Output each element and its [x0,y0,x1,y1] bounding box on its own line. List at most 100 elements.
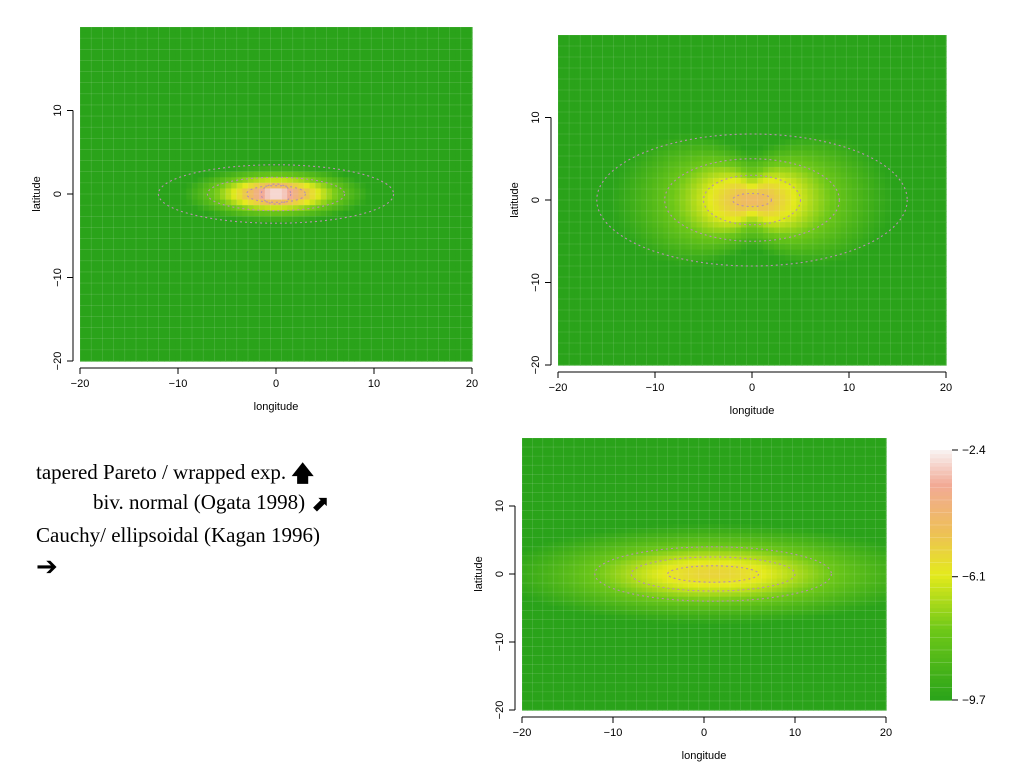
heatmap-cell [141,121,148,128]
heatmap-cell [574,161,581,168]
heatmap-cell [276,160,283,167]
heatmap-cell [348,88,355,95]
heatmap-cell [569,337,576,344]
heatmap-cell [248,238,255,245]
heatmap-cell [580,244,587,251]
heatmap-cell [276,221,283,228]
heatmap-cell [276,88,283,95]
heatmap-cell [393,199,400,206]
heatmap-cell [399,349,406,357]
heatmap-cell [326,149,333,156]
heatmap-cell [455,155,462,162]
heatmap-cell [192,77,199,84]
heatmap-cell [130,216,137,223]
heatmap-cell [348,143,355,151]
heatmap-cell [124,327,131,334]
heatmap-cell [276,255,283,262]
heatmap-cell [337,54,344,61]
heatmap-cell [399,155,406,162]
heatmap-cell [343,333,350,340]
heatmap-cell [382,116,389,123]
heatmap-cell [85,294,92,301]
heatmap-cell [455,99,462,106]
heatmap-cell [388,65,395,73]
heatmap-cell [214,38,221,45]
heatmap-cell [360,60,367,67]
heatmap-cell [304,349,311,357]
heatmap-cell [248,277,255,284]
heatmap-cell [365,305,372,312]
heatmap-cell [136,43,143,50]
heatmap-cell [371,82,378,89]
heatmap-cell [197,104,204,112]
heatmap-cell [354,143,361,151]
heatmap-cell [119,38,126,45]
heatmap-cell [410,93,417,100]
heatmap-cell [466,310,473,318]
heatmap-cell [466,27,473,34]
heatmap-cell [192,288,199,295]
heatmap-cell [231,116,238,123]
heatmap-cell [382,238,389,245]
heatmap-cell [292,260,299,267]
heatmap-cell [416,322,423,329]
heatmap-cell [416,32,423,39]
heatmap-cell [371,216,378,223]
heatmap-cell [220,305,227,312]
heatmap-cell [158,54,165,61]
heatmap-cell [602,79,609,86]
heatmap-cell [141,93,148,100]
heatmap-cell [130,138,137,145]
heatmap-cell [574,101,581,108]
heatmap-cell [264,171,271,178]
heatmap-cell [253,249,260,256]
heatmap-cell [563,134,570,141]
heatmap-cell [147,116,154,123]
heatmap-cell [180,138,187,145]
heatmap-cell [304,116,311,123]
heatmap-cell [124,65,131,73]
heatmap-cell [102,104,109,112]
heatmap-cell [613,68,620,75]
heatmap-cell [438,349,445,357]
heatmap-cell [580,211,587,218]
heatmap-cell [80,188,87,195]
heatmap-cell [563,161,570,168]
heatmap-cell [186,322,193,329]
heatmap-cell [320,138,327,145]
heatmap-cell [376,121,383,128]
heatmap-cell [585,106,592,113]
heatmap-cell [287,266,294,273]
heatmap-cell [287,127,294,134]
heatmap-cell [203,333,210,340]
heatmap-cell [264,65,271,73]
heatmap-cell [231,143,238,151]
heatmap-cell [292,99,299,106]
heatmap-cell [365,60,372,67]
heatmap-cell [253,60,260,67]
heatmap-cell [388,294,395,301]
heatmap-cell [337,49,344,56]
heatmap-cell [119,82,126,89]
heatmap-cell [225,188,232,195]
heatmap-cell [80,77,87,84]
heatmap-cell [460,132,467,139]
heatmap-cell [455,199,462,206]
heatmap-cell [124,77,131,84]
heatmap-cell [85,333,92,340]
heatmap-cell [326,166,333,173]
heatmap-cell [343,93,350,100]
heatmap-cell [119,232,126,240]
heatmap-cell [186,232,193,240]
heatmap-cell [438,283,445,290]
heatmap-cell [585,326,592,333]
heatmap-cell [175,349,182,357]
heatmap-cell [315,305,322,312]
heatmap-cell [270,149,277,156]
heatmap-cell [270,355,277,362]
heatmap-cell [102,299,109,306]
heatmap-cell [432,43,439,50]
heatmap-cell [214,160,221,167]
heatmap-cell [596,260,603,267]
heatmap-cell [175,38,182,45]
